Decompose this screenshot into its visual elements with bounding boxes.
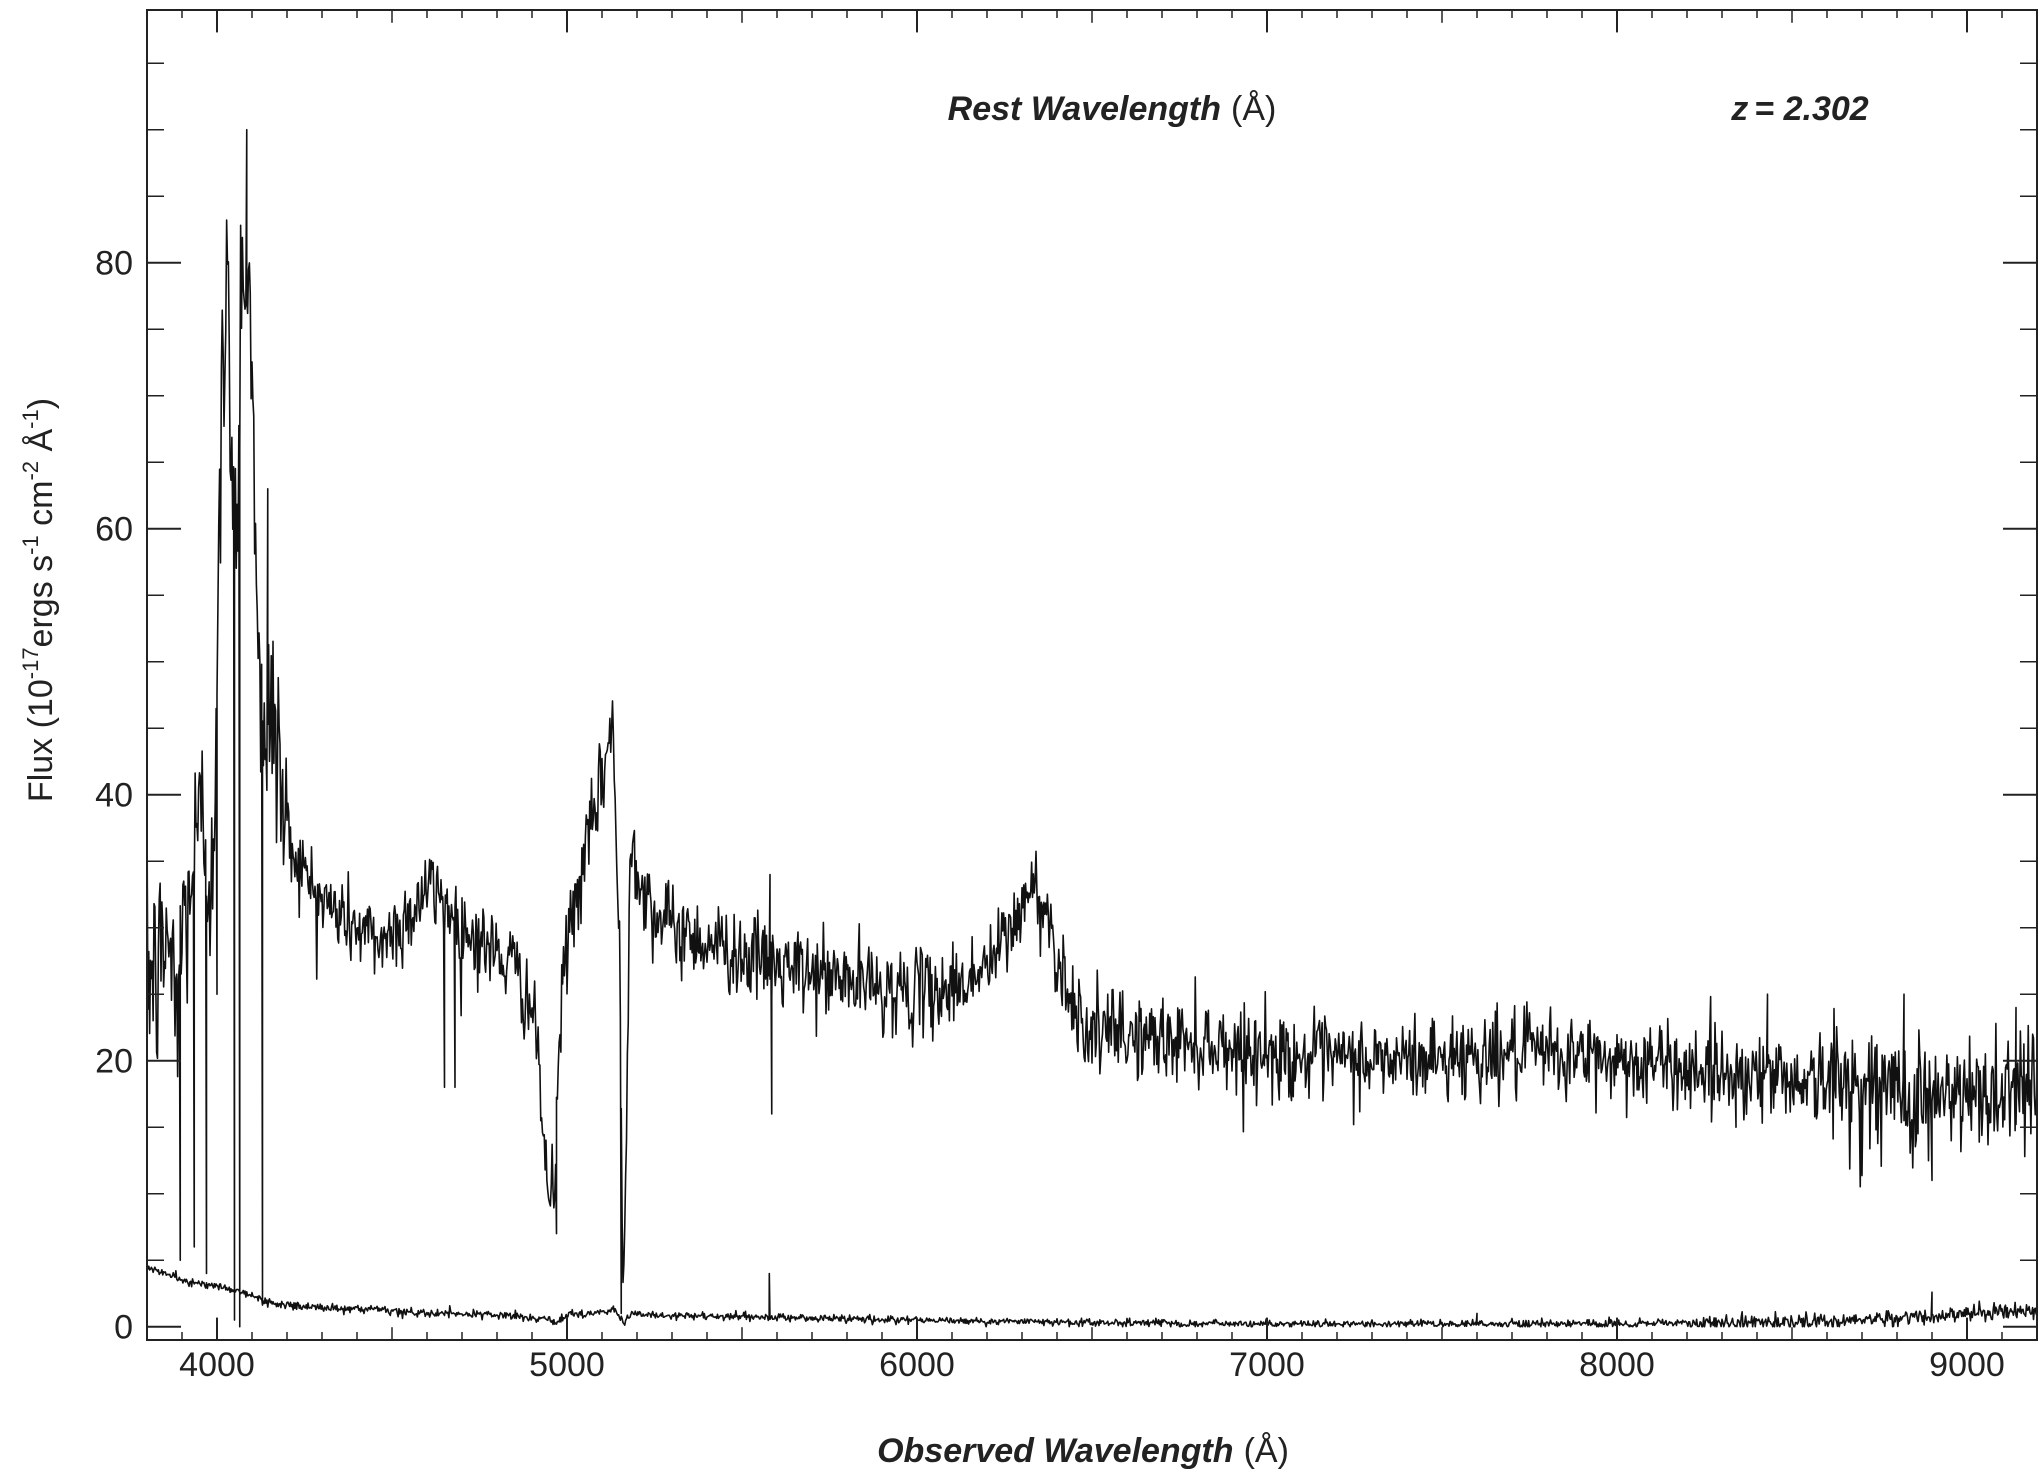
y-axis-title-post: ) bbox=[22, 398, 60, 409]
y-tick-label: 60 bbox=[95, 511, 133, 549]
x-tick-label: 8000 bbox=[1579, 1346, 1655, 1384]
y-axis-title-mid1: ergs s bbox=[22, 555, 60, 648]
y-tick-label: 40 bbox=[95, 777, 133, 815]
plot-frame bbox=[146, 9, 2038, 1341]
top-axis-title: Rest Wavelength (Å) bbox=[948, 90, 1277, 128]
y-axis-title: Flux (10-17ergs s-1 cm-2 Å-1) bbox=[18, 398, 60, 802]
top-axis-title-unit: (Å) bbox=[1231, 90, 1276, 128]
x-axis-title: Observed Wavelength (Å) bbox=[877, 1432, 1289, 1470]
x-tick-label: 9000 bbox=[1929, 1346, 2005, 1384]
x-tick-label: 5000 bbox=[529, 1346, 605, 1384]
redshift-z: z bbox=[1730, 90, 1748, 128]
y-tick-label: 80 bbox=[95, 245, 133, 283]
y-axis-title-mid2: cm bbox=[22, 481, 60, 536]
y-tick-label: 20 bbox=[95, 1043, 133, 1081]
y-axis-title-exp4: -1 bbox=[18, 409, 43, 429]
flux-spectrum-line bbox=[146, 128, 2038, 1328]
ticks-layer: 4000 5000 6000 7000 8000 9000 0 20 40 60 80 bbox=[95, 10, 2038, 1384]
redshift-value: = 2.302 bbox=[1754, 90, 1868, 128]
y-axis-title-exp1: -17 bbox=[18, 647, 43, 679]
x-axis-title-unit: (Å) bbox=[1244, 1432, 1289, 1470]
error-spectrum-line bbox=[146, 1265, 2038, 1328]
top-axis-title-main: Rest Wavelength bbox=[948, 90, 1221, 128]
y-axis-title-exp2: -1 bbox=[18, 535, 43, 555]
y-tick-label: 0 bbox=[114, 1309, 133, 1347]
x-axis-title-main: Observed Wavelength bbox=[877, 1432, 1234, 1470]
y-axis-title-pre: Flux (10 bbox=[22, 679, 60, 802]
y-axis-title-mid3: Å bbox=[22, 428, 60, 460]
x-tick-label: 6000 bbox=[879, 1346, 955, 1384]
x-tick-label: 7000 bbox=[1229, 1346, 1305, 1384]
x-tick-label: 4000 bbox=[179, 1346, 255, 1384]
series-layer bbox=[146, 128, 2038, 1328]
redshift-label: z = 2.302 bbox=[1730, 90, 1868, 128]
y-axis-title-exp3: -2 bbox=[18, 461, 43, 481]
